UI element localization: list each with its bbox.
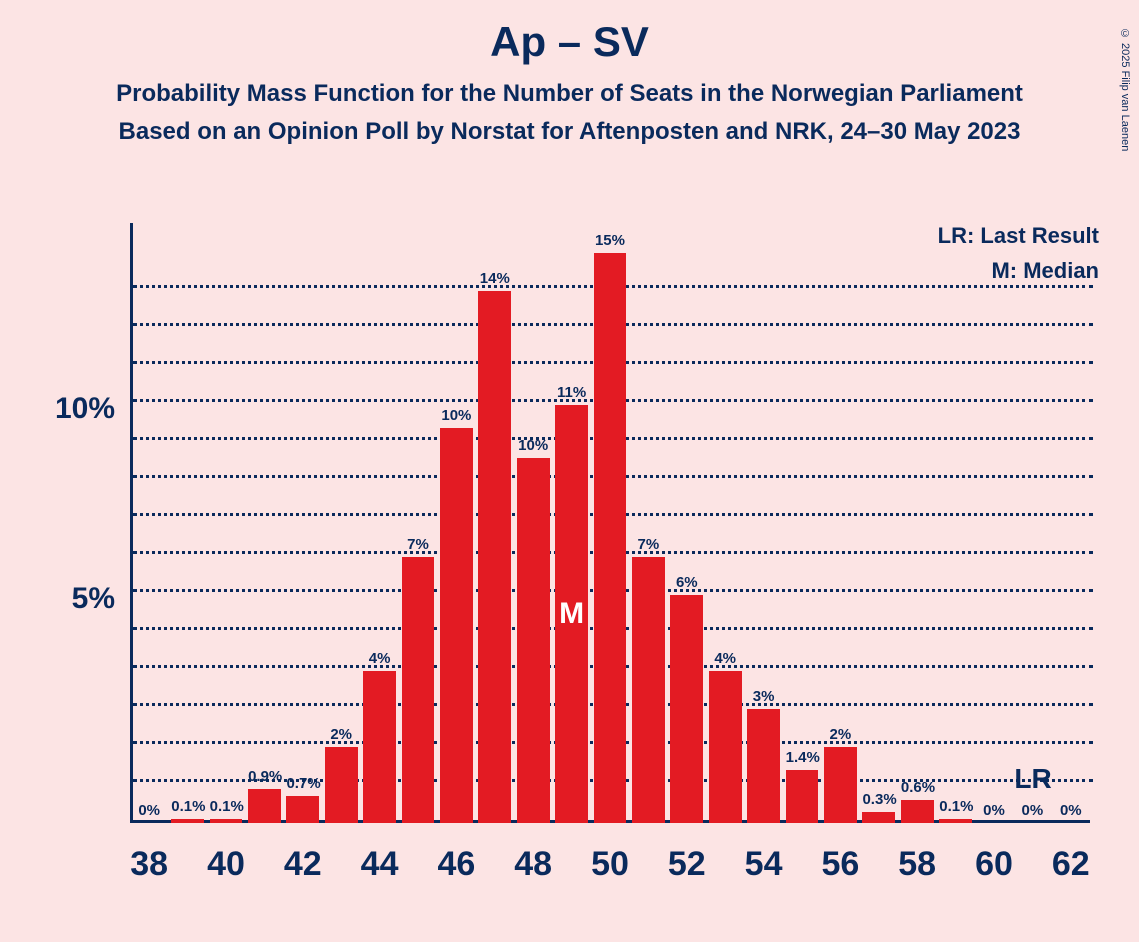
bar-value-label: 10% (517, 437, 550, 458)
x-tick-label: 42 (284, 845, 322, 884)
bar-rect (709, 671, 742, 823)
bar-rect (210, 819, 243, 823)
bar: 0.6% (901, 800, 934, 823)
bar-rect (862, 812, 895, 823)
bar: 0.1% (171, 819, 204, 823)
bar-rect (248, 789, 281, 823)
bar: 0% (1016, 823, 1049, 824)
bar-value-label: 14% (478, 270, 511, 291)
bar-rect (440, 428, 473, 823)
bar: 0.3% (862, 812, 895, 823)
bar-value-label: 4% (363, 650, 396, 671)
bar-value-label: 3% (747, 688, 780, 709)
bar-value-label: 0% (978, 802, 1011, 823)
copyright-text: © 2025 Filip van Laenen (1119, 28, 1131, 151)
bar-value-label: 11% (555, 384, 588, 405)
bar-rect (670, 595, 703, 823)
x-tick-label: 62 (1052, 845, 1090, 884)
bar: 0.7% (286, 796, 319, 823)
bar-value-label: 0.1% (210, 798, 243, 819)
x-tick-label: 60 (975, 845, 1013, 884)
bar-rect (594, 253, 627, 823)
bar: 4% (709, 671, 742, 823)
chart-main-title: Ap – SV (0, 18, 1139, 66)
bar-rect (824, 747, 857, 823)
bar-value-label: 7% (402, 536, 435, 557)
bar: 2% (325, 747, 358, 823)
x-tick-label: 48 (514, 845, 552, 884)
bar-value-label: 7% (632, 536, 665, 557)
bar-rect (901, 800, 934, 823)
bar: 0% (133, 823, 166, 824)
bar-value-label: 0.6% (901, 779, 934, 800)
bar-value-label: 0.1% (171, 798, 204, 819)
bar-rect (747, 709, 780, 823)
bar-rect (632, 557, 665, 823)
bar: 2% (824, 747, 857, 823)
bar-rect: M (555, 405, 588, 823)
bar: 6% (670, 595, 703, 823)
bar: 7% (402, 557, 435, 823)
bar-value-label: 2% (325, 726, 358, 747)
x-tick-label: 46 (437, 845, 475, 884)
bar: 3% (747, 709, 780, 823)
bar-value-label: 0.9% (248, 768, 281, 789)
x-tick-label: 50 (591, 845, 629, 884)
bars-container: 0%0.1%0.1%0.9%0.7%2%4%7%10%14%10%M11%15%… (130, 223, 1090, 823)
chart-plot-area: 0%0.1%0.1%0.9%0.7%2%4%7%10%14%10%M11%15%… (130, 223, 1090, 823)
bar: 10% (517, 458, 550, 823)
bar-value-label: 2% (824, 726, 857, 747)
bar-rect (939, 819, 972, 823)
bar: 14% (478, 291, 511, 823)
bar-rect (363, 671, 396, 823)
x-tick-label: 58 (898, 845, 936, 884)
x-tick-label: 44 (361, 845, 399, 884)
bar-value-label: 0.7% (286, 775, 319, 796)
y-tick-label: 10% (15, 392, 115, 426)
chart-subtitle2: Based on an Opinion Poll by Norstat for … (0, 118, 1139, 146)
bar: M11% (555, 405, 588, 823)
bar-value-label: 6% (670, 574, 703, 595)
x-tick-label: 56 (821, 845, 859, 884)
bar: 1.4% (786, 770, 819, 823)
x-tick-label: 40 (207, 845, 245, 884)
bar: 0% (978, 823, 1011, 824)
bar-rect (286, 796, 319, 823)
bar-rect (402, 557, 435, 823)
bar: 0.1% (210, 819, 243, 823)
bar-value-label: 10% (440, 407, 473, 428)
bar: 10% (440, 428, 473, 823)
bar-value-label: 4% (709, 650, 742, 671)
bar: 0.9% (248, 789, 281, 823)
bar: 4% (363, 671, 396, 823)
bar-rect (517, 458, 550, 823)
x-tick-label: 54 (745, 845, 783, 884)
bar-rect (478, 291, 511, 823)
bar-value-label: 0.3% (862, 791, 895, 812)
bar-value-label: 0.1% (939, 798, 972, 819)
bar-rect (786, 770, 819, 823)
bar-value-label: 0% (133, 802, 166, 823)
lr-marker: LR (1014, 763, 1051, 795)
median-marker: M (555, 597, 588, 631)
bar: 0.1% (939, 819, 972, 823)
bar-value-label: 15% (594, 232, 627, 253)
bar-value-label: 0% (1016, 802, 1049, 823)
bar-value-label: 1.4% (786, 749, 819, 770)
chart-subtitle: Probability Mass Function for the Number… (0, 80, 1139, 108)
bar-value-label: 0% (1054, 802, 1087, 823)
bar: 15% (594, 253, 627, 823)
y-tick-label: 5% (15, 582, 115, 616)
bar: 7% (632, 557, 665, 823)
bar: 0% (1054, 823, 1087, 824)
x-tick-label: 52 (668, 845, 706, 884)
x-tick-label: 38 (130, 845, 168, 884)
bar-rect (325, 747, 358, 823)
bar-rect (171, 819, 204, 823)
